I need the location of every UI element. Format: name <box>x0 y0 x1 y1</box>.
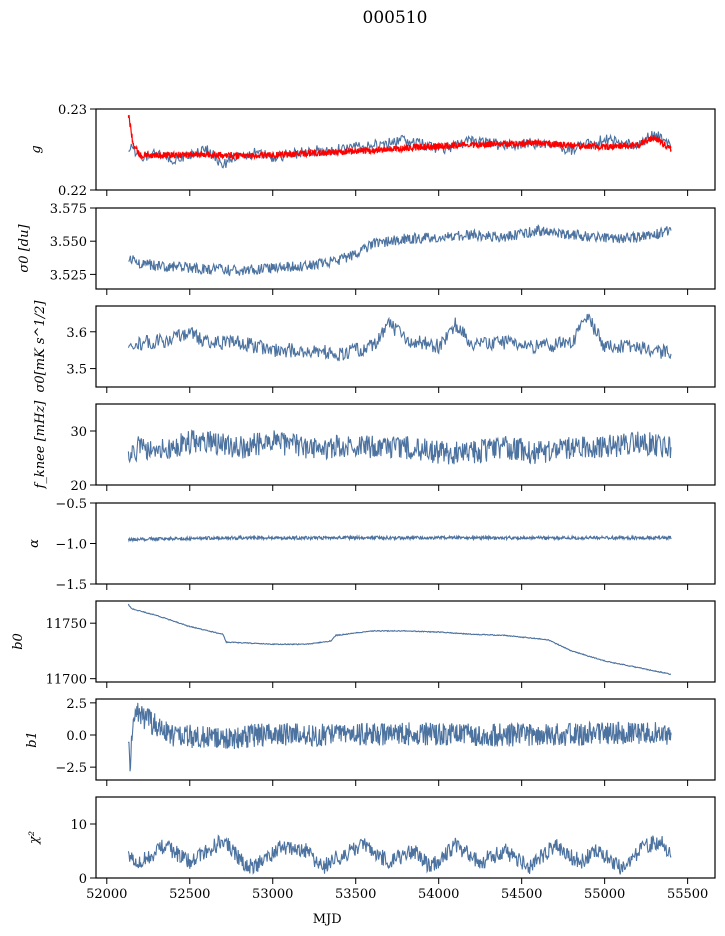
series-line-g-1 <box>127 114 672 161</box>
y-tick-label: 3.5 <box>66 363 87 378</box>
y-tick-label: 11750 <box>46 617 87 632</box>
axes-frame-fknee <box>95 403 716 486</box>
series-line-b0-0 <box>127 603 671 675</box>
x-tick-label: 55500 <box>667 887 708 902</box>
y-tick-label: 30 <box>70 425 87 440</box>
y-tick-label: 0.0 <box>66 729 87 744</box>
x-tick-label: 53500 <box>335 887 376 902</box>
y-tick-label: −0.5 <box>55 497 87 512</box>
y-tick-label: 3.550 <box>50 235 87 250</box>
x-axis-label: MJD <box>313 912 342 927</box>
axes-frame-g <box>95 108 716 191</box>
y-tick-label: 0 <box>79 872 87 887</box>
y-axis-label-alpha: α <box>27 539 42 548</box>
y-tick-label: 3.525 <box>50 268 87 283</box>
y-axis-label-fknee: f_knee [mHz] <box>33 400 48 490</box>
panel-alpha: −0.5 −1.0 −1.5 α <box>27 497 716 593</box>
panel-sigma0_mKs: 3.6 3.5 σ0[mK s^1/2] <box>33 300 716 393</box>
axes-frame-sigma0_du <box>95 207 716 290</box>
y-axis-label-b0: b0 <box>11 633 26 650</box>
panel-b0: 11750 11700 b0 <box>11 600 716 688</box>
y-axis-label-b1: b1 <box>25 731 40 748</box>
figure-title: 000510 <box>363 8 428 28</box>
axes-frame-chi2 <box>95 796 716 879</box>
y-tick-label: −1.5 <box>55 578 87 593</box>
x-tick-label: 53000 <box>252 887 293 902</box>
panel-g: 0.23 0.22 g <box>29 103 716 199</box>
x-tick-label: 54000 <box>418 887 459 902</box>
series-line-fknee-0 <box>127 429 672 465</box>
x-tick-label: 52500 <box>169 887 210 902</box>
y-tick-label: 3.6 <box>66 326 87 341</box>
y-tick-label: −1.0 <box>55 538 87 553</box>
y-tick-label: 0.23 <box>58 103 87 118</box>
y-tick-label: −2.5 <box>55 761 87 776</box>
x-tick-label: 52000 <box>86 887 127 902</box>
y-tick-label: 3.575 <box>50 202 87 217</box>
series-line-sigma0_mKs-0 <box>127 313 672 362</box>
series-line-sigma0_du-0 <box>128 223 672 277</box>
y-tick-label: 20 <box>70 479 87 494</box>
axes-frame-b0 <box>95 600 716 683</box>
panel-sigma0_du: 3.575 3.550 3.525 σ0 [du] <box>17 202 716 295</box>
panel-fknee: 30 20 f_knee [mHz] <box>33 400 716 494</box>
y-axis-label-sigma0_du: σ0 [du] <box>17 224 32 273</box>
y-tick-label: 10 <box>70 818 87 833</box>
y-tick-label: 2.5 <box>66 697 87 712</box>
panel-b1: 2.5 0.0 −2.5 b1 <box>25 697 716 786</box>
y-tick-label: 0.22 <box>58 184 87 199</box>
x-tick-label: 54500 <box>501 887 542 902</box>
axes-frame-alpha <box>95 502 716 585</box>
y-tick-label: 11700 <box>46 673 87 688</box>
x-tick-label: 55000 <box>584 887 625 902</box>
axes-frame-b1 <box>95 698 716 781</box>
axes-frame-sigma0_mKs <box>95 305 716 388</box>
series-line-alpha-0 <box>127 534 672 543</box>
y-axis-label-g: g <box>29 145 44 153</box>
y-axis-label-chi2: χ² <box>27 831 42 845</box>
y-axis-label-sigma0_mKs: σ0[mK s^1/2] <box>33 300 48 393</box>
series-line-b1-0 <box>127 702 672 772</box>
series-line-chi2-0 <box>127 834 672 875</box>
series-line-g-0 <box>128 130 672 169</box>
